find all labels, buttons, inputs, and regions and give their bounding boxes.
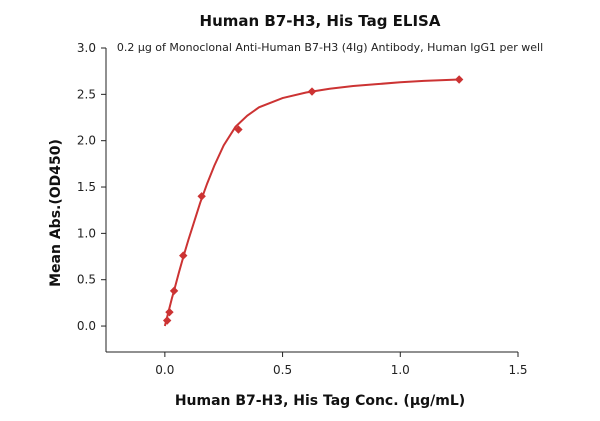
y-tick-label: 0.5 — [77, 273, 96, 287]
x-axis-label: Human B7-H3, His Tag Conc. (μg/mL) — [175, 393, 465, 409]
y-tick-label: 3.0 — [77, 41, 96, 55]
y-tick-label: 2.5 — [77, 87, 96, 101]
y-tick-label: 0.0 — [77, 319, 96, 333]
data-point — [454, 75, 464, 84]
fit-curve — [163, 78, 460, 327]
y-tick-label: 1.5 — [77, 180, 96, 194]
x-axis-ticks: 0.0 0.5 1.0 1.5 — [155, 352, 528, 377]
y-axis-ticks: 0.0 0.5 1.0 1.5 2.0 2.5 3.0 — [77, 41, 106, 333]
y-tick-label: 1.0 — [77, 226, 96, 240]
data-point — [169, 286, 179, 296]
x-tick-label: 0.5 — [273, 363, 292, 377]
x-tick-label: 1.5 — [508, 363, 527, 377]
x-tick-label: 1.0 — [391, 363, 410, 377]
y-axis-label: Mean Abs.(OD450) — [48, 139, 64, 287]
data-points — [162, 75, 464, 325]
data-point — [307, 87, 317, 96]
data-point — [179, 251, 188, 260]
x-tick-label: 0.0 — [155, 363, 174, 377]
data-point — [165, 307, 174, 317]
chart-title: Human B7-H3, His Tag ELISA — [200, 12, 441, 30]
y-tick-label: 2.0 — [77, 134, 96, 148]
data-point — [234, 125, 243, 134]
data-point — [162, 316, 172, 325]
data-point — [197, 192, 206, 201]
chart-subtitle: 0.2 μg of Monoclonal Anti-Human B7-H3 (4… — [117, 41, 543, 54]
